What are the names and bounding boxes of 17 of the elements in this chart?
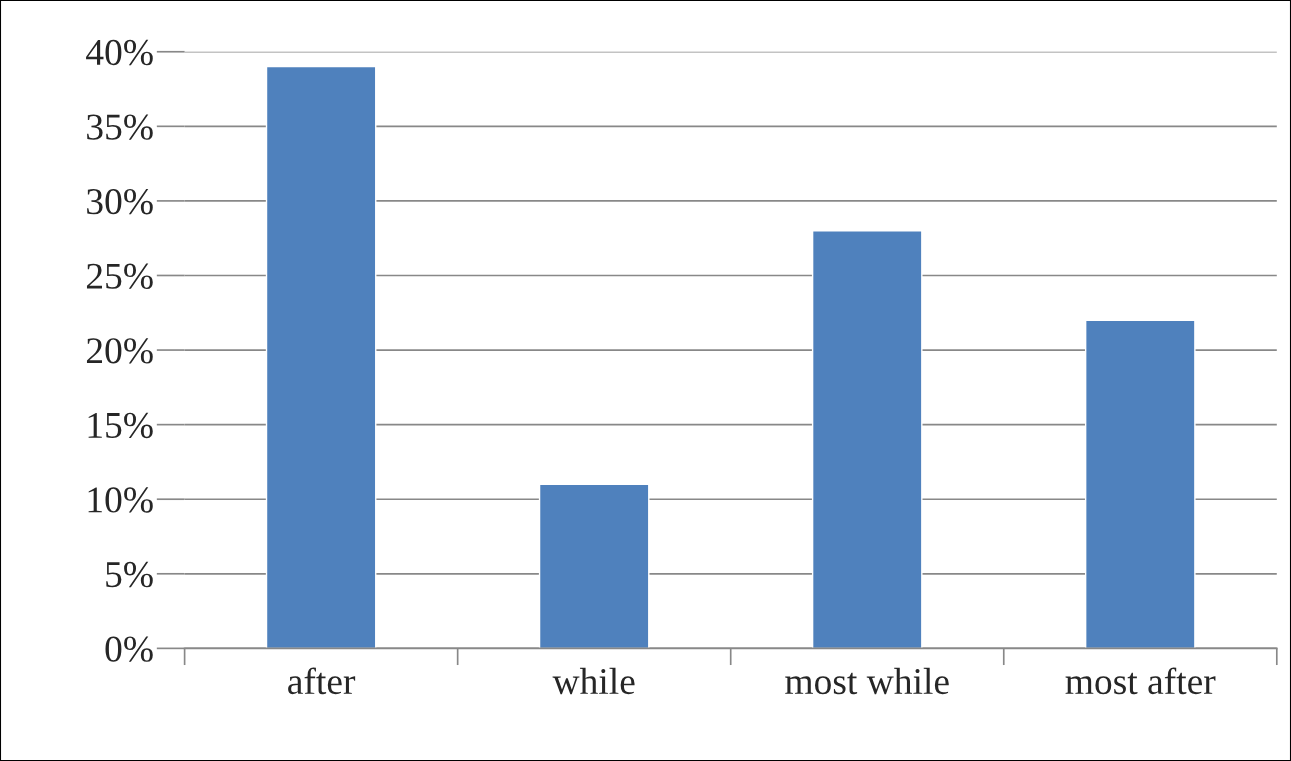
y-tick-label: 15% xyxy=(88,412,153,439)
y-tick-label: 20% xyxy=(86,338,153,364)
x-tick-label: most after xyxy=(1065,667,1216,695)
x-tick-label: most while xyxy=(785,667,949,695)
y-tick-label: 0% xyxy=(105,636,153,662)
bar xyxy=(538,483,650,649)
y-tick-label: 25% xyxy=(86,263,153,289)
y-tick-label: 35% xyxy=(87,114,153,140)
y-tick-label: 40% xyxy=(86,39,153,66)
y-tick-label: 5% xyxy=(106,561,153,588)
y-tick-label: 10% xyxy=(88,487,153,513)
x-tick-label: while xyxy=(552,667,635,695)
bar xyxy=(1084,319,1196,649)
bar xyxy=(265,65,377,649)
y-tick-label: 30% xyxy=(87,188,153,215)
bar xyxy=(811,230,923,649)
x-tick-label: after xyxy=(288,667,356,695)
